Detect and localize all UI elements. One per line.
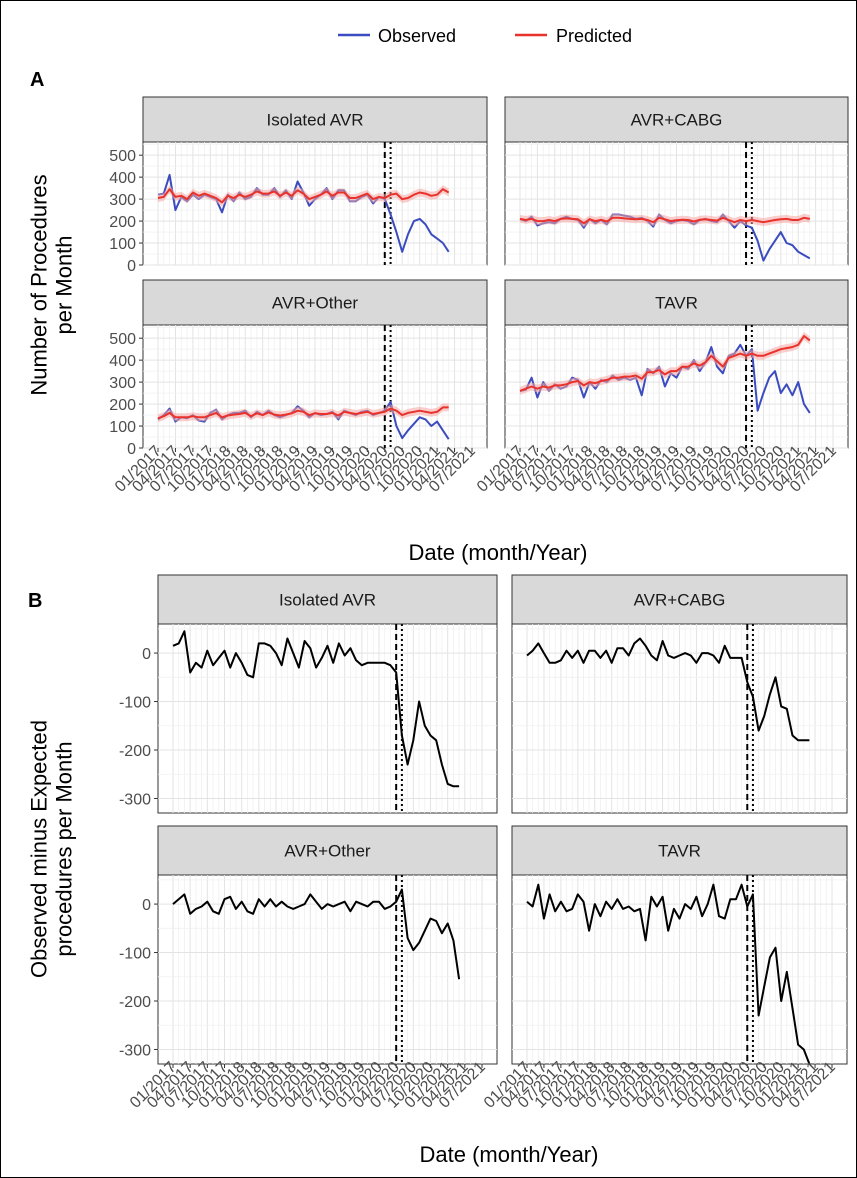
y-axis-title-line: per Month <box>52 235 77 334</box>
y-tick-label: -300 <box>119 1042 151 1059</box>
facet-strip <box>504 96 849 143</box>
series-predicted-line <box>157 188 450 204</box>
facet-strip-label: AVR+CABG <box>634 591 726 610</box>
facet-strip-label: AVR+Other <box>272 294 358 313</box>
y-axis-title-line: Number of Procedures <box>26 174 51 395</box>
y-tick-label: 0 <box>127 441 136 458</box>
y-tick-label: -200 <box>119 743 151 760</box>
y-tick-label: 300 <box>109 375 136 392</box>
facet-strip <box>511 825 848 876</box>
facet-strip-label: TAVR <box>658 842 701 861</box>
y-tick-label: 0 <box>142 646 151 663</box>
y-axis-title-line: Observed minus Expected <box>26 720 51 978</box>
series-difference-line <box>526 637 810 742</box>
y-tick-label: 200 <box>109 397 136 414</box>
y-axis-title-a: Number of Proceduresper Month <box>26 174 76 395</box>
facet-strip-label: Isolated AVR <box>266 111 363 130</box>
series-difference-line <box>172 888 461 980</box>
y-tick-label: 100 <box>109 419 136 436</box>
legend-item-observed: Observed <box>338 26 456 46</box>
facet-strip-label: Isolated AVR <box>279 591 376 610</box>
facet-a-avr-cabg: AVR+CABG <box>504 96 849 266</box>
facet-strip-label: TAVR <box>655 294 698 313</box>
y-tick-label: -100 <box>119 695 151 712</box>
facet-strip <box>142 279 488 326</box>
facet-strip <box>157 825 498 876</box>
series-predicted-line <box>157 406 449 420</box>
series-predicted-ribbon <box>158 185 449 207</box>
facet-strip <box>142 96 488 143</box>
series-predicted-ribbon <box>520 213 810 228</box>
y-tick-label: 200 <box>109 214 136 231</box>
facet-b-avr-cabg: AVR+CABG <box>511 574 848 814</box>
facet-strip <box>157 574 498 625</box>
y-tick-label: 100 <box>109 236 136 253</box>
y-tick-label: 400 <box>109 170 136 187</box>
y-tick-label: 0 <box>127 258 136 275</box>
y-tick-label: 300 <box>109 192 136 209</box>
series-predicted-line <box>519 216 810 225</box>
panel-tag-b: B <box>28 590 42 612</box>
y-tick-label: 500 <box>109 148 136 165</box>
facet-a-tavr: TAVR01/201704/201707/201710/201701/20180… <box>474 279 849 496</box>
series-difference-line <box>172 630 460 788</box>
y-axis-title-line: procedures per Month <box>52 741 77 956</box>
legend-label-predicted: Predicted <box>556 26 632 46</box>
facet-a-avr-other: AVR+Other010020030040050001/201704/20170… <box>109 279 488 496</box>
facet-strip-label: AVR+Other <box>284 842 370 861</box>
facet-strip-label: AVR+CABG <box>631 111 723 130</box>
facet-b-avr-other: AVR+Other0-100-200-30001/201704/201707/2… <box>119 825 498 1112</box>
series-predicted-ribbon <box>520 332 810 395</box>
y-tick-label: 0 <box>142 897 151 914</box>
legend-item-predicted: Predicted <box>515 26 632 46</box>
facet-strip <box>504 279 849 326</box>
y-tick-label: -200 <box>119 994 151 1011</box>
legend-label-observed: Observed <box>378 26 456 46</box>
y-tick-label: -300 <box>119 791 151 808</box>
x-axis-title-a: Date (month/Year) <box>409 540 588 565</box>
y-tick-label: 500 <box>109 331 136 348</box>
panel-tag-a: A <box>30 69 44 91</box>
series-predicted-line <box>519 335 811 392</box>
series-difference-line <box>526 883 811 1065</box>
y-axis-title-b: Observed minus Expectedprocedures per Mo… <box>26 720 76 978</box>
y-tick-label: 400 <box>109 353 136 370</box>
facet-a-isolated-avr: Isolated AVR 0 100 200 300 400 500 <box>109 96 488 275</box>
y-tick-label: -100 <box>119 946 151 963</box>
facet-b-isolated-avr: Isolated AVR 0 -100 -200 -300 <box>119 574 498 814</box>
facet-b-tavr: TAVR01/201704/201707/201710/201701/20180… <box>481 825 848 1112</box>
x-axis-title-b: Date (month/Year) <box>420 1142 599 1167</box>
